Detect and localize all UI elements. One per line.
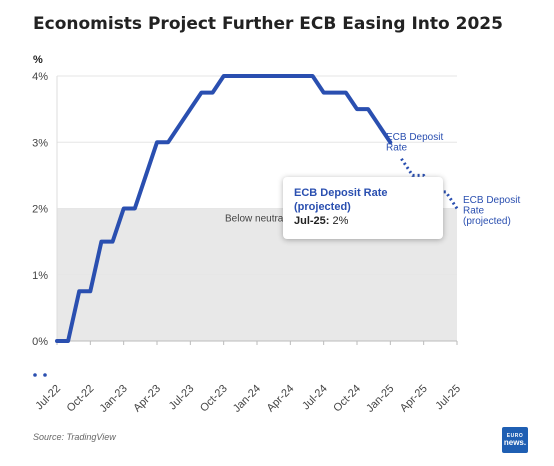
chart-title: Economists Project Further ECB Easing In…: [33, 14, 503, 34]
x-tick-label: Apr-23: [131, 383, 163, 415]
series-label: Rate: [386, 143, 408, 154]
tooltip-subtitle: (projected): [294, 201, 351, 213]
y-tick-label: 4%: [32, 71, 48, 83]
x-tick-label: Oct-24: [331, 383, 363, 415]
series-label: ECB Deposit: [386, 132, 443, 143]
tooltip: ECB Deposit Rate (projected) Jul-25: 2%: [283, 177, 443, 239]
x-tick-label: Jul-23: [167, 383, 197, 413]
logo-line1: EURO: [506, 433, 524, 439]
x-tick-label: Apr-24: [265, 383, 297, 415]
legend-dot: [43, 373, 47, 377]
tooltip-value: 2%: [332, 215, 349, 227]
x-tick-label: Oct-22: [65, 383, 97, 415]
euronews-logo[interactable]: EURO news.: [502, 427, 528, 453]
tooltip-value-line: Jul-25: 2%: [294, 214, 432, 228]
y-axis-label: %: [33, 54, 43, 66]
tooltip-date: Jul-25:: [294, 215, 330, 227]
y-tick-label: 3%: [32, 137, 48, 149]
tooltip-title: ECB Deposit Rate: [294, 187, 388, 199]
y-tick-label: 1%: [32, 270, 48, 282]
x-tick-label: Jul-25: [433, 383, 463, 413]
legend-dot: [33, 373, 37, 377]
x-tick-label: Jan-24: [231, 383, 263, 415]
series-label: Rate: [463, 206, 485, 217]
logo-line2: news.: [503, 438, 527, 447]
x-tick-label: Jan-23: [98, 383, 130, 415]
x-tick-label: Apr-25: [398, 383, 430, 415]
y-tick-label: 2%: [32, 204, 48, 216]
series-label: ECB Deposit: [463, 195, 520, 206]
x-tick-label: Jul-22: [33, 383, 63, 413]
band-label: Below neutral: [225, 214, 286, 225]
y-tick-label: 0%: [32, 336, 48, 348]
series-label: (projected): [463, 216, 511, 227]
source-note: Source: TradingView: [33, 432, 116, 442]
deposit-rate-line: [55, 74, 393, 343]
x-tick-label: Jan-25: [364, 383, 396, 415]
x-tick-label: Jul-24: [300, 383, 330, 413]
x-tick-label: Oct-23: [198, 383, 230, 415]
